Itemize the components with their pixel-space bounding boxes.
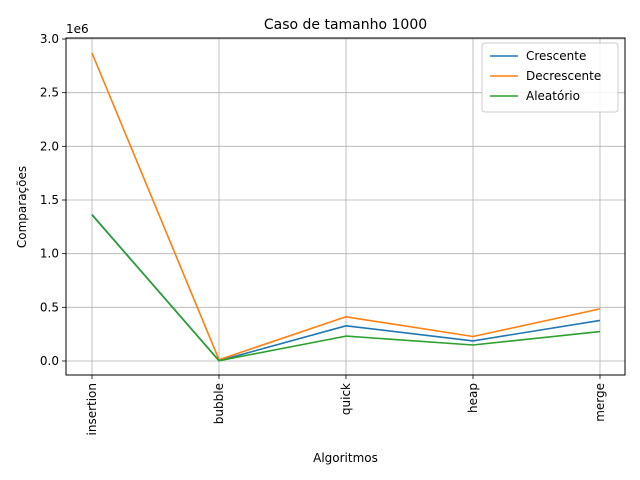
x-tick-label: quick [339,383,353,415]
x-tick-label: merge [593,383,607,422]
y-axis-label: Comparações [15,166,29,248]
series-line-decrescente [91,52,601,361]
x-axis-ticks: insertion bubble quick heap merge [85,375,607,436]
y-axis-ticks: 0.0 0.5 1.0 1.5 2.0 2.5 3.0 [40,32,66,368]
y-tick-label: 3.0 [40,32,59,46]
y-tick-label: 1.0 [40,247,59,261]
x-tick-label: bubble [212,383,226,424]
legend-label: Crescente [526,49,586,63]
chart-title: Caso de tamanho 1000 [264,17,427,33]
y-tick-label: 0.0 [40,354,59,368]
x-tick-label: heap [466,383,480,413]
y-tick-label: 2.5 [40,86,59,100]
legend-box [481,42,619,113]
x-tick-label: insertion [85,383,99,436]
series-line-aleatorio [91,214,601,362]
y-offset-label: 1e6 [66,22,89,36]
x-axis-label: Algoritmos [313,451,378,465]
y-tick-label: 1.5 [40,193,59,207]
legend: Crescente Decrescente Aleatório [481,42,619,113]
legend-label: Aleatório [526,89,580,103]
y-tick-label: 0.5 [40,300,59,314]
grid [66,38,625,375]
y-tick-label: 2.0 [40,139,59,153]
series-lines [91,52,601,362]
legend-label: Decrescente [526,69,601,83]
plot-frame [65,37,626,376]
